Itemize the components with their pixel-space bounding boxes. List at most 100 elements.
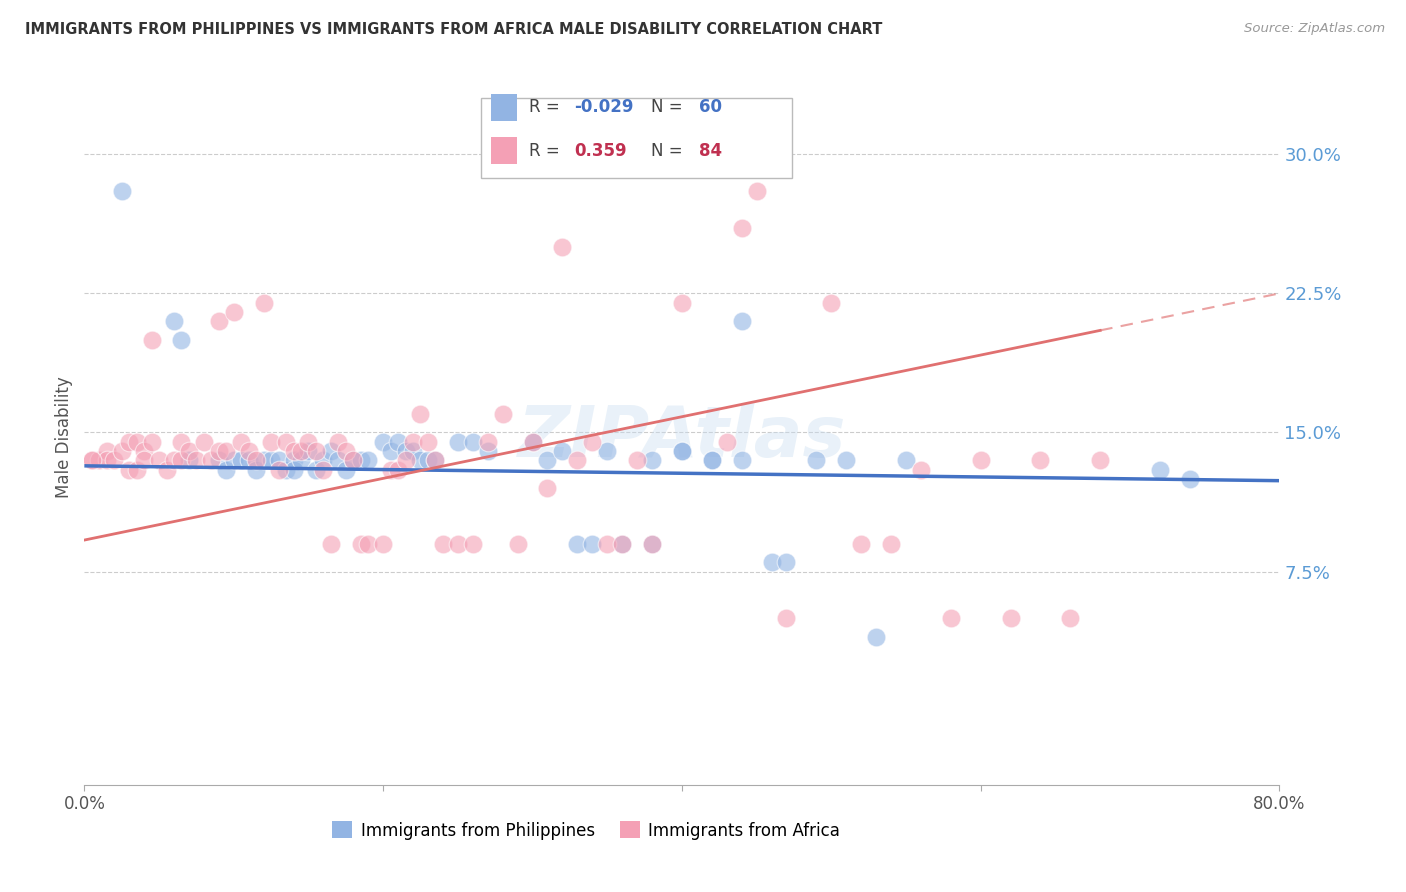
- Point: [274, 462, 297, 476]
- Point: [716, 434, 738, 449]
- Point: [461, 537, 484, 551]
- Point: [231, 453, 253, 467]
- Point: [373, 537, 395, 551]
- Point: [865, 630, 887, 644]
- Point: [1090, 453, 1112, 467]
- Point: [806, 453, 828, 467]
- Point: [671, 444, 693, 458]
- Text: R =: R =: [529, 98, 565, 117]
- Text: R =: R =: [529, 142, 571, 160]
- Point: [641, 537, 664, 551]
- Point: [305, 444, 328, 458]
- Point: [350, 537, 373, 551]
- Point: [1000, 611, 1022, 625]
- Point: [939, 611, 962, 625]
- Point: [215, 462, 238, 476]
- Point: [596, 537, 619, 551]
- Point: [238, 444, 260, 458]
- Point: [700, 453, 723, 467]
- Point: [328, 453, 350, 467]
- Point: [319, 537, 342, 551]
- Point: [357, 453, 380, 467]
- Point: [297, 444, 319, 458]
- Point: [380, 444, 402, 458]
- Bar: [481, 98, 792, 178]
- Point: [163, 314, 186, 328]
- Point: [461, 434, 484, 449]
- Point: [342, 453, 364, 467]
- Point: [141, 434, 163, 449]
- Point: [260, 453, 283, 467]
- Point: [141, 333, 163, 347]
- Text: N =: N =: [651, 98, 688, 117]
- Point: [290, 453, 312, 467]
- Point: [96, 453, 118, 467]
- Point: [402, 434, 425, 449]
- Point: [89, 453, 111, 467]
- Point: [536, 453, 558, 467]
- Point: [551, 444, 574, 458]
- Point: [425, 453, 447, 467]
- Point: [177, 444, 200, 458]
- Point: [111, 184, 134, 198]
- Point: [350, 453, 373, 467]
- Point: [731, 221, 754, 235]
- Point: [671, 444, 693, 458]
- Point: [551, 240, 574, 254]
- Point: [761, 555, 783, 569]
- Point: [231, 434, 253, 449]
- Point: [170, 453, 193, 467]
- Point: [118, 462, 141, 476]
- Point: [200, 453, 222, 467]
- Point: [596, 444, 619, 458]
- Point: [238, 453, 260, 467]
- Point: [880, 537, 903, 551]
- Point: [380, 462, 402, 476]
- Point: [103, 453, 125, 467]
- Text: 0.359: 0.359: [575, 142, 627, 160]
- Point: [283, 453, 305, 467]
- Point: [155, 462, 177, 476]
- Point: [342, 453, 364, 467]
- Point: [1149, 462, 1171, 476]
- Point: [111, 444, 134, 458]
- Point: [641, 453, 664, 467]
- Point: [671, 295, 693, 310]
- Point: [581, 434, 603, 449]
- Point: [394, 444, 416, 458]
- Point: [612, 537, 634, 551]
- Text: 84: 84: [699, 142, 721, 160]
- Point: [409, 407, 432, 421]
- Point: [910, 462, 932, 476]
- Point: [208, 444, 231, 458]
- Point: [409, 453, 432, 467]
- Point: [745, 184, 768, 198]
- Point: [357, 537, 380, 551]
- Point: [567, 453, 589, 467]
- Point: [492, 407, 515, 421]
- Point: [125, 462, 148, 476]
- Point: [170, 333, 193, 347]
- Point: [283, 462, 305, 476]
- Point: [267, 453, 290, 467]
- Point: [477, 434, 499, 449]
- Point: [283, 444, 305, 458]
- Point: [253, 295, 276, 310]
- Point: [536, 481, 558, 495]
- Text: N =: N =: [651, 142, 688, 160]
- Point: [177, 453, 200, 467]
- Point: [477, 444, 499, 458]
- Point: [731, 453, 754, 467]
- Point: [387, 434, 409, 449]
- Point: [416, 434, 439, 449]
- Point: [274, 434, 297, 449]
- Point: [208, 314, 231, 328]
- Point: [186, 453, 208, 467]
- Point: [700, 453, 723, 467]
- Point: [245, 453, 267, 467]
- Point: [402, 444, 425, 458]
- Point: [1059, 611, 1081, 625]
- Point: [80, 453, 103, 467]
- Point: [612, 537, 634, 551]
- Point: [170, 434, 193, 449]
